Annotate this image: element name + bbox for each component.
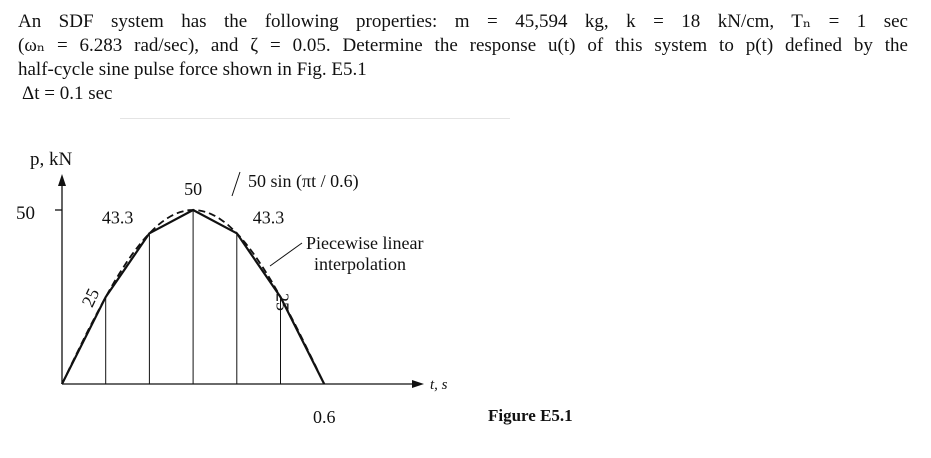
interp-annotation-line-2: interpolation (314, 254, 406, 274)
point-label-4: 43.3 (253, 207, 284, 227)
sample-verticals (105, 210, 281, 384)
y-tick-label: 50 (16, 203, 35, 224)
y-axis-arrow (58, 174, 66, 186)
time-step-line: Δt = 0.1 sec (22, 83, 113, 104)
curve-annotation: 50 sin (πt / 0.6) (248, 171, 359, 192)
piecewise-linear-curve (61, 208, 326, 385)
interp-annotation-leader (269, 242, 303, 267)
problem-line-1: An SDF system has the following properti… (18, 11, 908, 32)
point-label-5: 25 (273, 293, 293, 311)
point-label-3: 50 (184, 179, 202, 199)
problem-line-3: half-cycle sine pulse force shown in Fig… (18, 59, 367, 80)
faint-divider (120, 118, 510, 119)
problem-statement: An SDF system has the following properti… (18, 10, 908, 106)
x-axis-arrow (412, 380, 424, 388)
x-axis-label: t, s (430, 377, 448, 393)
problem-line-2: (ωₙ = 6.283 rad/sec), and ζ = 0.05. Dete… (18, 35, 908, 56)
figure-caption: Figure E5.1 (488, 406, 573, 425)
curve-annotation-leader (231, 171, 241, 197)
x-tick-label: 0.6 (313, 407, 336, 427)
interp-annotation-line-1: Piecewise linear (306, 233, 423, 253)
point-label-1: 25 (78, 285, 104, 310)
y-axis-label: p, kN (30, 149, 73, 170)
point-label-2: 43.3 (102, 207, 134, 227)
